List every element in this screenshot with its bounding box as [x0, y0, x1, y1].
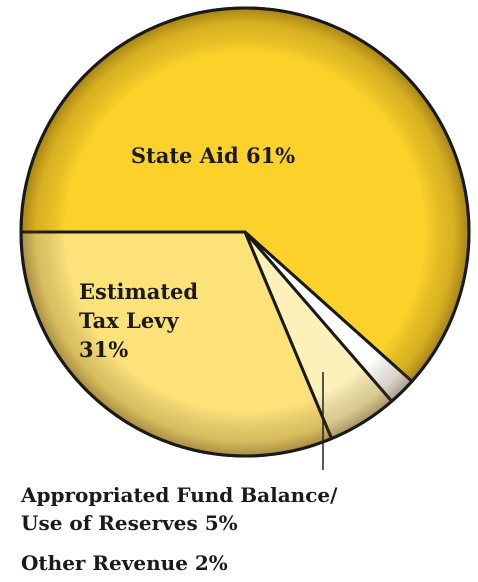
- other-revenue-label: Other Revenue 2%: [21, 551, 228, 575]
- tax-levy-label-line1: Estimated: [79, 279, 198, 304]
- pie-outline: [19, 6, 471, 458]
- tax-levy-label-line2: Tax Levy: [79, 308, 179, 333]
- fund-balance-label-line1: Appropriated Fund Balance/: [20, 483, 338, 507]
- fund-balance-label-line2: Use of Reserves 5%: [21, 511, 238, 535]
- tax-levy-label-line3: 31%: [79, 337, 128, 362]
- pie-edge-shading: [21, 8, 469, 456]
- state-aid-label: State Aid 61%: [131, 143, 295, 168]
